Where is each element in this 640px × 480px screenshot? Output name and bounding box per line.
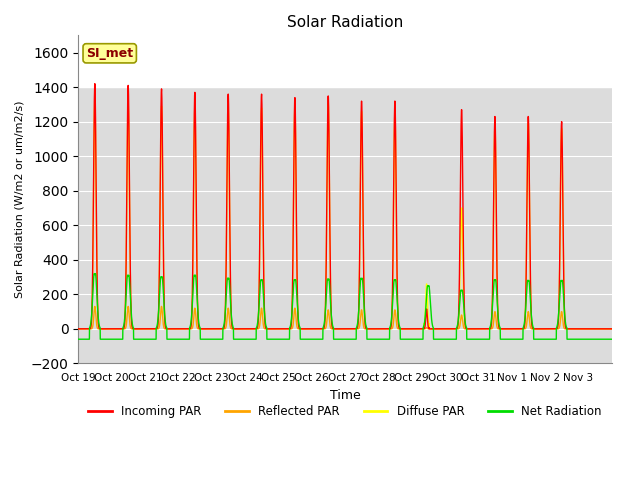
Bar — [78, 36, 612, 87]
X-axis label: Time: Time — [330, 389, 360, 402]
Title: Solar Radiation: Solar Radiation — [287, 15, 403, 30]
Legend: Incoming PAR, Reflected PAR, Diffuse PAR, Net Radiation: Incoming PAR, Reflected PAR, Diffuse PAR… — [83, 401, 606, 423]
Y-axis label: Solar Radiation (W/m2 or um/m2/s): Solar Radiation (W/m2 or um/m2/s) — [15, 101, 25, 298]
Text: SI_met: SI_met — [86, 47, 133, 60]
